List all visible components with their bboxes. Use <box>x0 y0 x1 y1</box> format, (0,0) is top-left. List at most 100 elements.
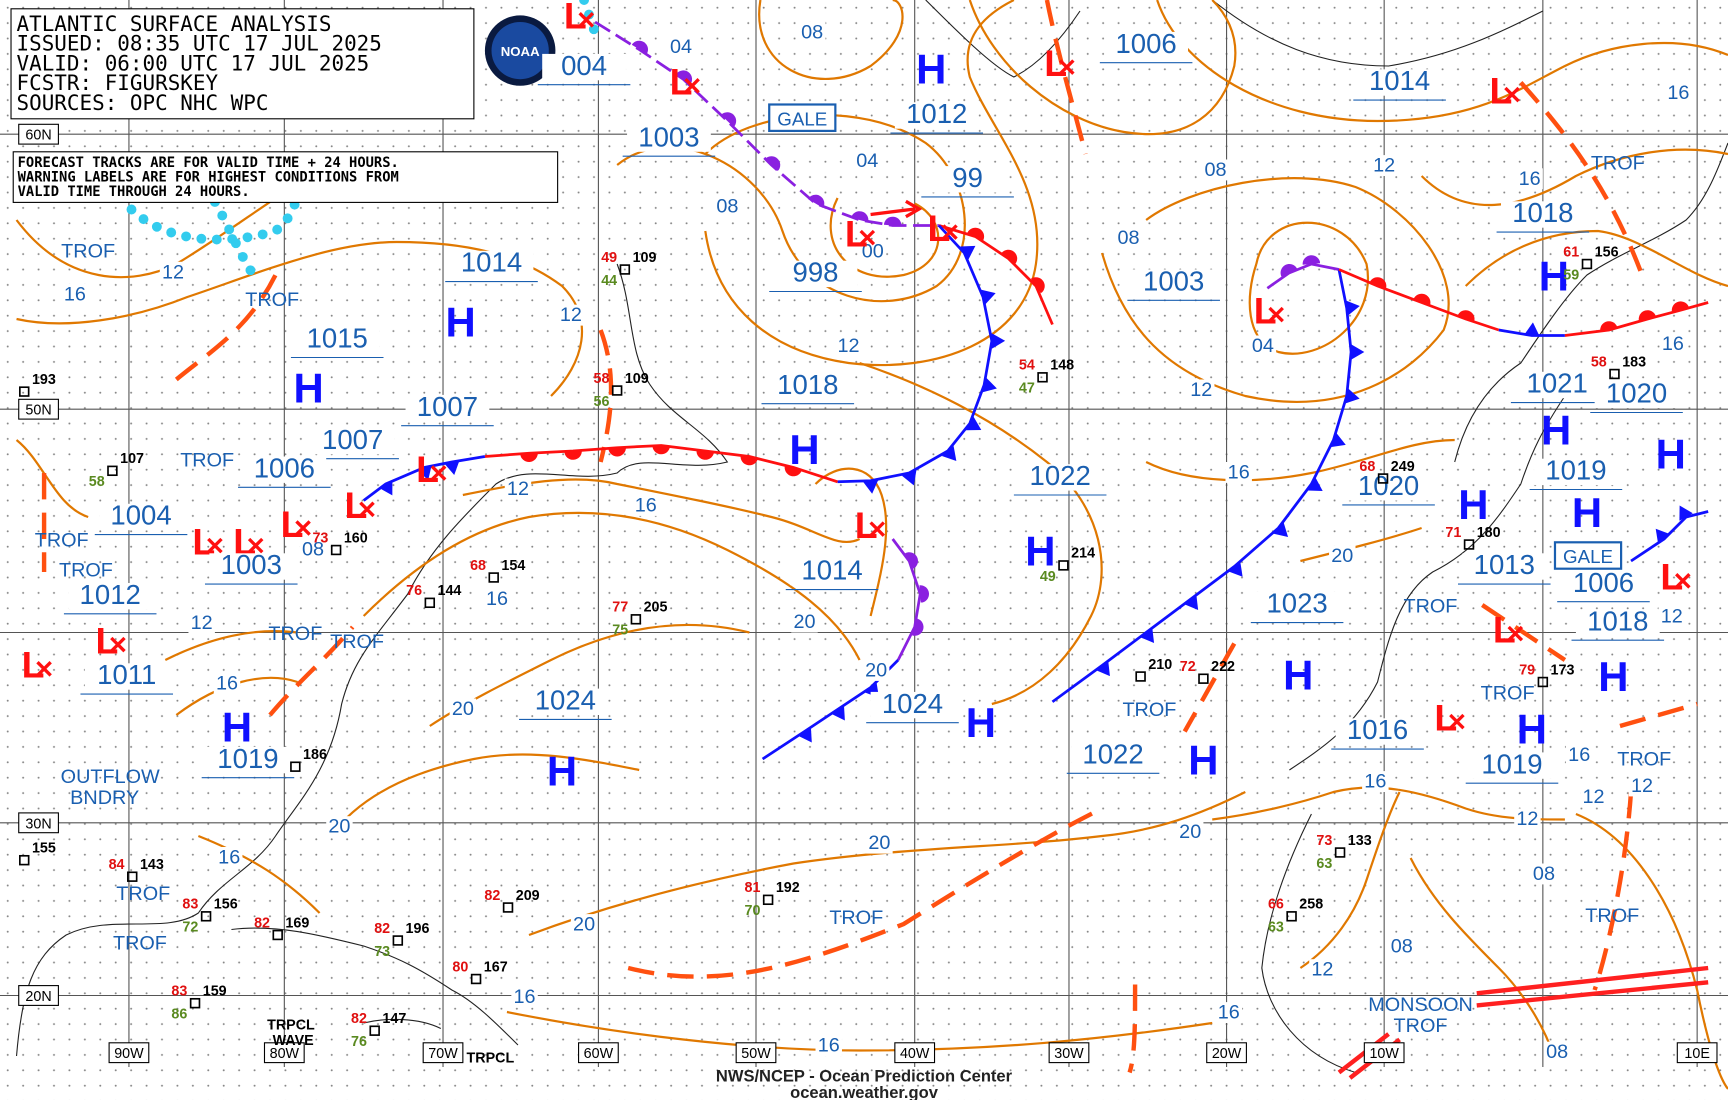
station-temp: 79 <box>1519 662 1535 678</box>
station-temp: 58 <box>1591 354 1607 370</box>
station-marker <box>1286 911 1297 922</box>
isobar-label-bg <box>1362 771 1389 792</box>
center-label: 998 <box>793 257 839 288</box>
station-pressure: 167 <box>484 959 508 975</box>
station-dewpoint: 70 <box>744 903 760 919</box>
warning-box <box>768 103 837 132</box>
isobar-label-bg <box>1225 462 1252 483</box>
center-label-bg <box>627 125 711 152</box>
high-symbol: H <box>1539 252 1569 299</box>
center-label: 1007 <box>322 424 383 455</box>
center-label-bg <box>1346 474 1431 501</box>
station-pressure: 258 <box>1299 897 1323 913</box>
feature-label: TROF <box>35 530 89 552</box>
footer-agency: NWS/NCEP - Ocean Prediction Center <box>716 1067 1013 1085</box>
low-cross <box>942 224 958 240</box>
lon-label-box <box>1363 1042 1405 1064</box>
center-label-bg <box>310 427 395 455</box>
station-dewpoint: 72 <box>182 920 198 936</box>
isobar-label-bg <box>859 240 887 262</box>
station-pressure: 154 <box>501 558 525 574</box>
center-label: 1006 <box>254 452 315 483</box>
feature-label: TROF <box>1122 699 1176 721</box>
center-label: 1018 <box>1512 197 1573 228</box>
center-label: 1004 <box>110 500 171 531</box>
isobar-label: 16 <box>1519 168 1541 190</box>
station-pressure: 109 <box>633 250 657 266</box>
isobar-label: 20 <box>793 611 815 633</box>
feature-label: TROF <box>1394 1015 1448 1037</box>
low-cross <box>1449 713 1465 730</box>
lon-label: 10E <box>1684 1046 1709 1062</box>
station-temp: 58 <box>594 371 610 387</box>
station-marker <box>1377 473 1389 484</box>
isobar-label-bg <box>326 816 353 838</box>
lon-label-box <box>578 1042 619 1064</box>
high-symbol: H <box>446 299 476 346</box>
station-pressure: 205 <box>644 600 668 616</box>
feature-label: TROF <box>1591 152 1645 174</box>
lat-label: 60N <box>25 128 51 144</box>
station-marker <box>127 871 138 882</box>
station-dewpoint: 73 <box>374 944 390 960</box>
station-marker <box>107 465 118 477</box>
lon-label: 60W <box>584 1046 614 1062</box>
station-marker <box>200 911 212 922</box>
feature-label: TROF <box>1403 596 1457 618</box>
lat-label-box <box>18 985 59 1006</box>
station-pressure: 210 <box>1148 657 1172 673</box>
center-label-bg <box>1534 458 1618 486</box>
center-label: 1019 <box>217 743 278 774</box>
center-label: 1019 <box>1545 455 1606 486</box>
warning-box <box>1553 541 1623 570</box>
isobar-label: 20 <box>452 698 474 720</box>
isobar-label-bg <box>511 986 538 1008</box>
isobar-label: 12 <box>1373 155 1395 177</box>
station-marker <box>1581 258 1593 270</box>
isobar-label: 16 <box>635 495 657 517</box>
feature-label: TROF <box>180 449 234 471</box>
station-pressure: 155 <box>32 841 56 857</box>
low-cross <box>1504 86 1520 103</box>
center-label-bg <box>68 583 153 610</box>
center-label: 1013 <box>1474 549 1535 580</box>
station-marker <box>1334 847 1346 858</box>
isobar-label-bg <box>1530 863 1558 885</box>
isobar-label-bg <box>1514 808 1541 830</box>
station-marker <box>1537 676 1549 688</box>
isobar-label-bg <box>213 673 241 695</box>
center-label: 1023 <box>1266 588 1327 619</box>
isobar-label: 12 <box>191 612 213 634</box>
center-label: 99 <box>952 162 983 193</box>
station-dewpoint: 86 <box>171 1007 187 1023</box>
center-label: 004 <box>561 50 607 81</box>
station-dewpoint: 49 <box>1040 569 1056 585</box>
logo-inner <box>491 22 549 80</box>
isobar-label: 20 <box>1331 545 1353 567</box>
center-label: 1014 <box>801 555 862 586</box>
low-cross <box>1507 625 1524 642</box>
isobar-label: 16 <box>1364 771 1386 793</box>
fronts <box>362 20 1709 761</box>
center-label: 1020 <box>1358 470 1419 501</box>
station-marker <box>619 264 631 275</box>
station-marker <box>272 929 283 941</box>
station-marker <box>1463 539 1475 550</box>
isobar-label: 20 <box>328 816 350 838</box>
isobar-label-bg <box>1516 168 1543 190</box>
feature-label: BNDRY <box>70 787 139 809</box>
high-symbol: H <box>1283 652 1313 699</box>
center-label: 1006 <box>1115 28 1176 59</box>
isobar-label-bg <box>216 847 243 868</box>
isobar-label-bg <box>815 1035 842 1056</box>
station-dewpoint: 63 <box>1268 920 1284 936</box>
feature-label: TROF <box>61 240 115 262</box>
high-symbol: H <box>1517 706 1547 753</box>
center-label-bg <box>1515 371 1600 399</box>
center-label-bg <box>405 394 490 422</box>
feature-label: TROF <box>59 559 113 581</box>
feature-label: TROF <box>1585 905 1639 927</box>
station-pressure: 193 <box>32 372 56 388</box>
center-label-bg <box>449 250 534 278</box>
feature-label: TRPCL <box>267 1018 315 1034</box>
